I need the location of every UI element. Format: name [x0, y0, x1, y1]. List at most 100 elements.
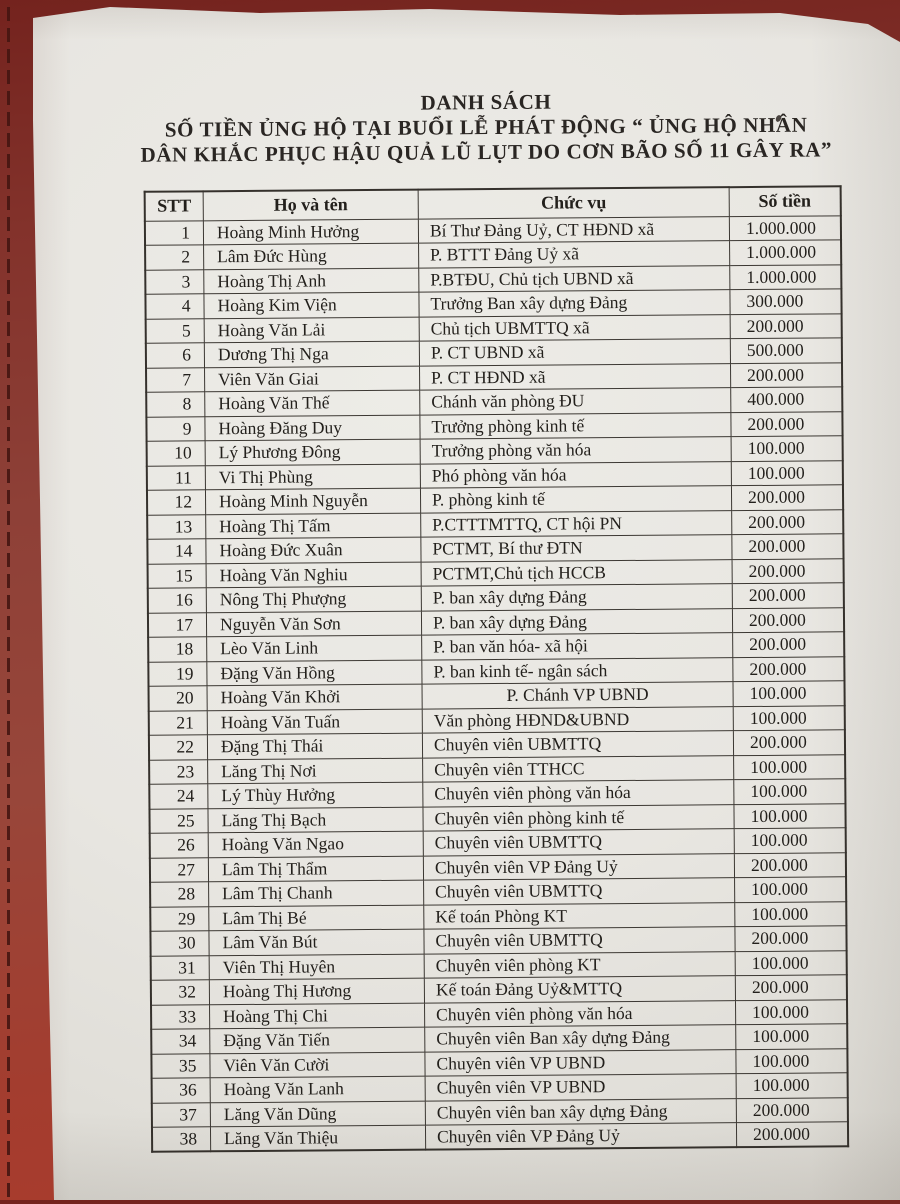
cell-stt: 15 — [147, 563, 207, 589]
cell-amt: 100.000 — [735, 950, 847, 976]
cell-pos: Kế toán Đảng Uỷ&MTTQ — [424, 975, 736, 1003]
cell-amt: 200.000 — [736, 1121, 849, 1148]
cell-name: Viên Văn Cười — [209, 1051, 426, 1078]
cell-stt: 30 — [150, 930, 210, 956]
cell-stt: 13 — [147, 514, 206, 540]
header-name: Họ và tên — [203, 189, 419, 221]
cell-pos: Chuyên viên UBMTTQ — [423, 926, 736, 954]
cell-stt: 11 — [146, 465, 206, 491]
cell-name: Lăng Thị Bạch — [207, 806, 424, 833]
table-body: 1 Hoàng Minh Hưởng Bí Thư Đảng Uỷ, CT HĐND… — [144, 215, 849, 1152]
cell-pos: P. ban kinh tế- ngân sách — [421, 657, 733, 685]
cell-pos: Chánh văn phòng ĐU — [419, 387, 731, 415]
cell-amt: 200.000 — [732, 582, 844, 609]
title-line-3: DÂN KHẮC PHỤC HẬU QUẢ LŨ LỤT DO CƠN BÃO … — [140, 137, 833, 167]
header-position: Chức vụ — [418, 187, 730, 219]
cell-stt: 18 — [148, 636, 207, 662]
cell-name: Lăng Văn Dũng — [210, 1100, 426, 1127]
cell-amt: 200.000 — [731, 509, 844, 535]
cell-pos: P. ban văn hóa- xã hội — [421, 632, 733, 660]
cell-amt: 100.000 — [735, 1023, 848, 1050]
header-stt: STT — [144, 191, 204, 221]
cell-pos: PCTMT,Chủ tịch HCCB — [421, 559, 733, 587]
cell-name: Lăng Thị Nơi — [207, 757, 423, 784]
cell-pos: Chủ tịch UBMTTQ xã — [419, 314, 731, 342]
cell-pos: Chuyên viên phòng văn hóa — [424, 1000, 736, 1028]
donation-table: STT Họ và tên Chức vụ Số tiền 1 Hoàng Min… — [143, 185, 850, 1153]
cell-amt: 100.000 — [733, 778, 846, 805]
cell-name: Lăng Văn Thiệu — [210, 1125, 426, 1152]
cell-amt: 100.000 — [733, 803, 846, 829]
document-title: DANH SÁCH SỐ TIỀN ỦNG HỘ TẠI BUỔI LỄ PHÁ… — [126, 87, 847, 168]
cell-stt: 1 — [144, 220, 204, 246]
cell-stt: 33 — [151, 1004, 210, 1030]
cell-stt: 29 — [150, 906, 209, 932]
cell-name: Lý Thùy Hưởng — [207, 782, 423, 809]
cell-amt: 100.000 — [734, 827, 846, 854]
cell-pos: Chuyên viên VP UBND — [425, 1073, 737, 1101]
cell-name: Đặng Thị Thái — [207, 733, 423, 760]
cell-amt: 200.000 — [731, 484, 844, 511]
cell-pos: Trưởng phòng kinh tế — [419, 412, 732, 440]
cell-amt: 200.000 — [734, 925, 847, 952]
cell-amt: 100.000 — [733, 754, 846, 780]
header-amount: Số tiền — [729, 186, 841, 217]
cell-name: Hoàng Thị Chi — [209, 1002, 425, 1029]
cell-name: Hoàng Văn Lải — [204, 316, 420, 343]
cell-name: Hoàng Thị Hương — [209, 978, 425, 1005]
cell-stt: 37 — [151, 1102, 211, 1128]
cell-pos: Chuyên viên VP UBND — [424, 1049, 737, 1077]
cell-amt: 500.000 — [730, 337, 842, 364]
cell-amt: 200.000 — [732, 558, 844, 584]
cell-stt: 21 — [148, 710, 208, 736]
cell-stt: 34 — [151, 1028, 210, 1054]
leather-stitching — [7, 0, 10, 1200]
cell-name: Hoàng Thị Tấm — [205, 512, 421, 539]
cell-pos: Chuyên viên VP Đảng Uỷ — [425, 1122, 737, 1150]
cell-amt: 200.000 — [732, 631, 845, 658]
cell-stt: 4 — [145, 293, 205, 319]
cell-amt: 200.000 — [732, 607, 845, 633]
cell-pos: Phó phòng văn hóa — [420, 461, 732, 489]
cell-stt: 2 — [145, 244, 204, 270]
cell-amt: 200.000 — [730, 411, 843, 437]
cell-pos: Chuyên viên phòng KT — [424, 951, 736, 979]
cell-name: Hoàng Kim Viện — [203, 292, 420, 319]
cell-name: Hoàng Minh Nguyễn — [205, 488, 421, 515]
cell-pos: P. CT UBND xã — [419, 338, 731, 366]
cell-stt: 9 — [146, 416, 206, 442]
cell-amt: 100.000 — [734, 901, 847, 927]
cell-stt: 5 — [145, 318, 205, 344]
cell-pos: Chuyên viên UBMTTQ — [422, 730, 734, 758]
cell-amt: 300.000 — [729, 288, 842, 315]
cell-name: Lâm Thị Thẩm — [208, 855, 424, 882]
cell-name: Viên Thị Huyên — [209, 953, 425, 980]
cell-amt: 200.000 — [735, 974, 847, 1001]
cell-name: Lâm Thị Bé — [208, 904, 424, 931]
cell-amt: 100.000 — [735, 1048, 848, 1074]
cell-name: Lý Phương Đông — [205, 439, 421, 466]
cell-amt: 200.000 — [734, 852, 847, 878]
cell-pos: Kế toán Phòng KT — [423, 902, 735, 930]
cell-pos: P. ban xây dựng Đảng — [421, 608, 733, 636]
cell-amt: 200.000 — [736, 1097, 848, 1123]
cell-stt: 38 — [151, 1126, 211, 1152]
cell-name: Lâm Văn Bút — [208, 929, 425, 956]
cell-stt: 31 — [150, 955, 210, 981]
cell-stt: 32 — [150, 979, 210, 1005]
table-row: 38 Lăng Văn Thiệu Chuyên viên VP Đảng Uỷ 20… — [151, 1121, 849, 1152]
cell-stt: 10 — [146, 440, 206, 466]
cell-amt: 200.000 — [730, 313, 842, 339]
cell-name: Nông Thị Phượng — [206, 586, 422, 613]
cell-stt: 12 — [146, 489, 206, 515]
cell-name: Hoàng Văn Lanh — [210, 1076, 426, 1103]
cell-amt: 1.000.000 — [729, 264, 842, 290]
cell-pos: Chuyên viên Ban xây dựng Đảng — [424, 1024, 736, 1052]
cell-stt: 24 — [149, 783, 208, 809]
cell-stt: 3 — [145, 269, 204, 295]
cell-pos: P. ban xây dựng Đảng — [421, 583, 733, 611]
cell-amt: 100.000 — [731, 435, 843, 462]
cell-stt: 35 — [151, 1053, 211, 1079]
cell-name: Đặng Văn Tiến — [209, 1027, 425, 1054]
